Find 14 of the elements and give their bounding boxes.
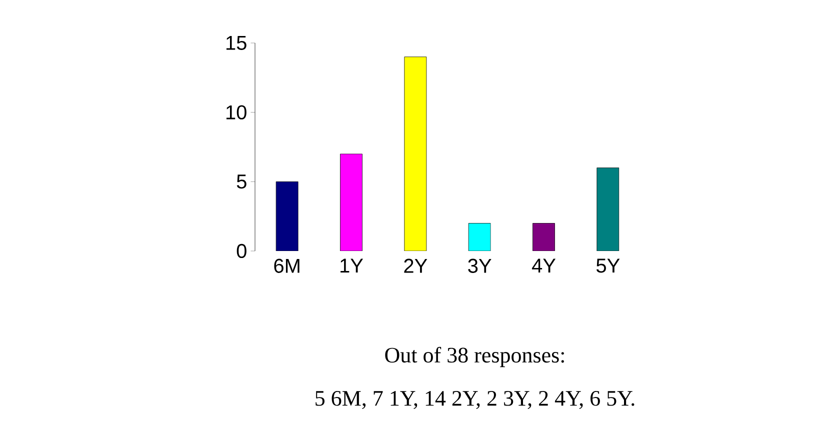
x-tick-label: 5Y: [596, 258, 620, 273]
y-tick-label: 10: [226, 105, 246, 120]
bar: [532, 223, 555, 251]
x-tick-label: 6M: [274, 258, 300, 273]
x-tick-label: 2Y: [404, 258, 428, 273]
y-tick-label: 5: [236, 174, 246, 189]
x-tick-label: 4Y: [532, 258, 556, 273]
bar: [468, 223, 491, 251]
text: Out of 38 responses:: [385, 346, 564, 368]
x-tick-label: 3Y: [468, 258, 492, 273]
x-tick-label: 1Y: [340, 258, 364, 273]
y-tick-label: 0: [236, 244, 246, 258]
y-tick-label: 15: [226, 36, 246, 50]
text: 5 6M, 7 1Y, 14 2Y, 2 3Y, 2 4Y, 6 5Y.: [316, 391, 634, 409]
